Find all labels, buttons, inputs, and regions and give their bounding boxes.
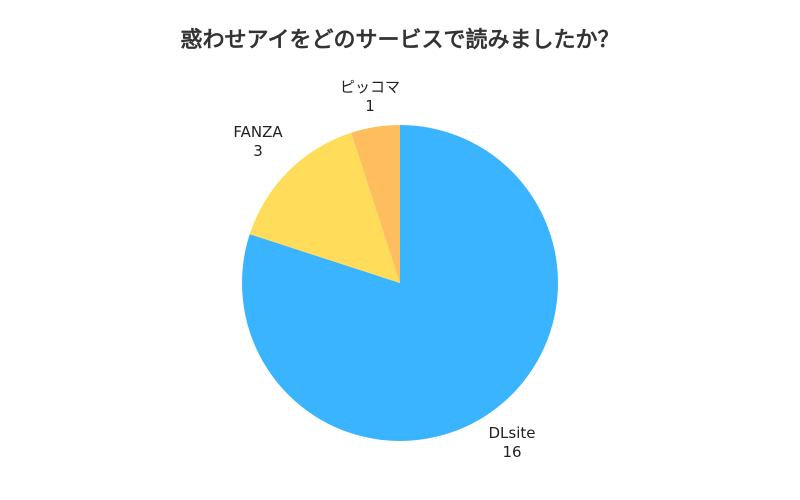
slice-label-value: 3 [253,142,263,160]
chart-title: 惑わせアイをどのサービスで読みましたか？ [180,28,620,53]
slice-label-name: DLsite [489,424,536,442]
slice-label-name: ピッコマ [340,78,400,96]
pie-slice-2 [249,132,400,283]
pie-slice-3 [351,125,400,283]
slice-label-name: FANZA [233,123,283,141]
slice-label-value: 16 [502,443,521,461]
slice-label-value: 1 [365,97,375,115]
